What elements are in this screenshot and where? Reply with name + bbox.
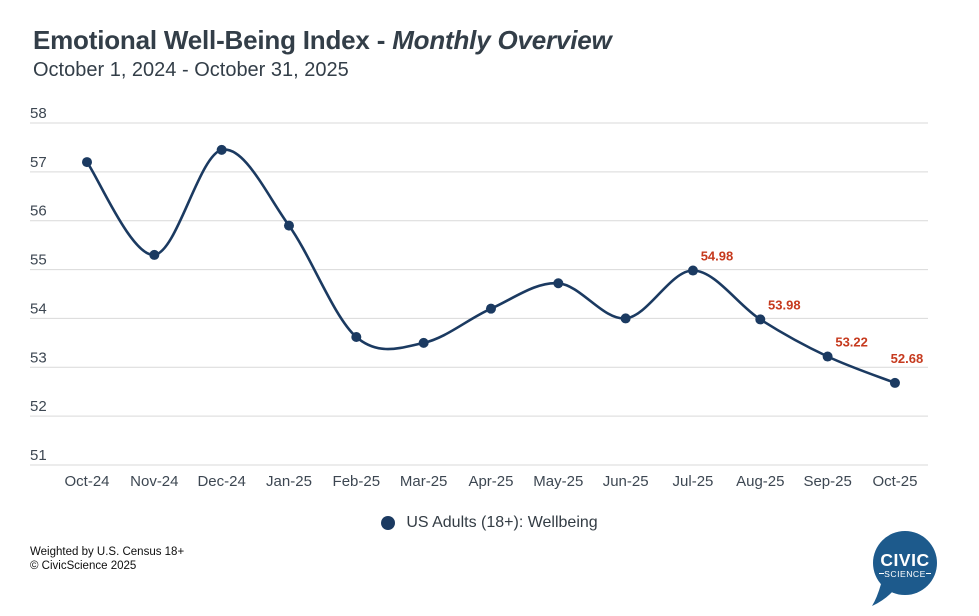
data-point-Dec-24[interactable] [216,144,227,155]
y-axis-tick-label: 58 [30,105,47,122]
legend-marker-icon [381,516,396,530]
footer-copyright: © CivicScience 2025 [30,560,137,573]
data-point-value-label: 53.98 [768,297,801,312]
legend[interactable]: US Adults (18+): Wellbeing [0,514,979,532]
y-axis-tick-label: 56 [30,203,47,220]
data-point-Jun-25[interactable] [620,313,631,324]
chart-title-main: Emotional Well-Being Index - [33,25,393,55]
x-axis-tick-label: Oct-25 [872,473,917,490]
x-axis-tick-label: Oct-24 [64,473,109,490]
x-axis-tick-label: Nov-24 [130,473,178,490]
x-axis-tick-label: Mar-25 [400,473,448,490]
logo-text-civic: CIVIC [880,550,929,570]
chart-title-emphasis: Monthly Overview [392,25,612,55]
data-point-Feb-25[interactable] [351,331,362,342]
chart-date-range: October 1, 2024 - October 31, 2025 [33,58,349,81]
chart-footer: Weighted by U.S. Census 18+ © CivicScien… [30,545,184,574]
data-point-value-label: 54.98 [701,249,734,264]
x-axis-tick-label: Sep-25 [803,473,851,490]
y-axis-tick-label: 51 [30,447,47,464]
data-point-Nov-24[interactable] [149,249,160,260]
x-axis-tick-label: Jun-25 [603,473,649,490]
y-axis-tick-label: 57 [30,154,47,171]
data-point-Jan-25[interactable] [283,220,294,231]
data-point-May-25[interactable] [553,278,564,289]
y-axis-tick-label: 55 [30,252,47,269]
data-point-Mar-25[interactable] [418,337,429,348]
data-point-Jul-25[interactable] [687,265,698,276]
x-axis-tick-label: May-25 [533,473,583,490]
legend-series-label: US Adults (18+): Wellbeing [406,514,598,531]
chart-title: Emotional Well-Being Index - Monthly Ove… [33,25,612,56]
chart-header: Emotional Well-Being Index - Monthly Ove… [33,25,612,82]
data-point-Apr-25[interactable] [485,303,496,314]
y-axis-tick-label: 52 [30,398,47,415]
y-axis-tick-label: 53 [30,349,47,366]
x-axis-tick-label: Feb-25 [333,473,381,490]
x-axis-tick-label: Jul-25 [673,473,714,490]
data-point-Oct-24[interactable] [82,157,92,168]
footer-weighting-note: Weighted by U.S. Census 18+ [30,546,185,558]
trend-line [85,148,897,385]
data-point-Oct-25[interactable] [889,377,900,388]
x-axis-tick-label: Dec-24 [197,473,245,490]
x-axis-tick-label: Aug-25 [736,473,784,490]
x-axis-tick-label: Jan-25 [266,473,312,490]
x-axis-tick-label: Apr-25 [468,473,513,490]
logo-bubble-icon [873,531,937,595]
civicscience-logo: CIVIC SCIENCE [866,530,942,612]
data-point-Sep-25[interactable] [822,351,833,362]
logo-text-science: SCIENCE [884,569,926,579]
data-point-value-label: 52.68 [891,351,924,366]
data-point-Aug-25[interactable] [755,314,766,325]
data-point-value-label: 53.22 [835,335,868,350]
y-axis-tick-label: 54 [30,300,47,317]
